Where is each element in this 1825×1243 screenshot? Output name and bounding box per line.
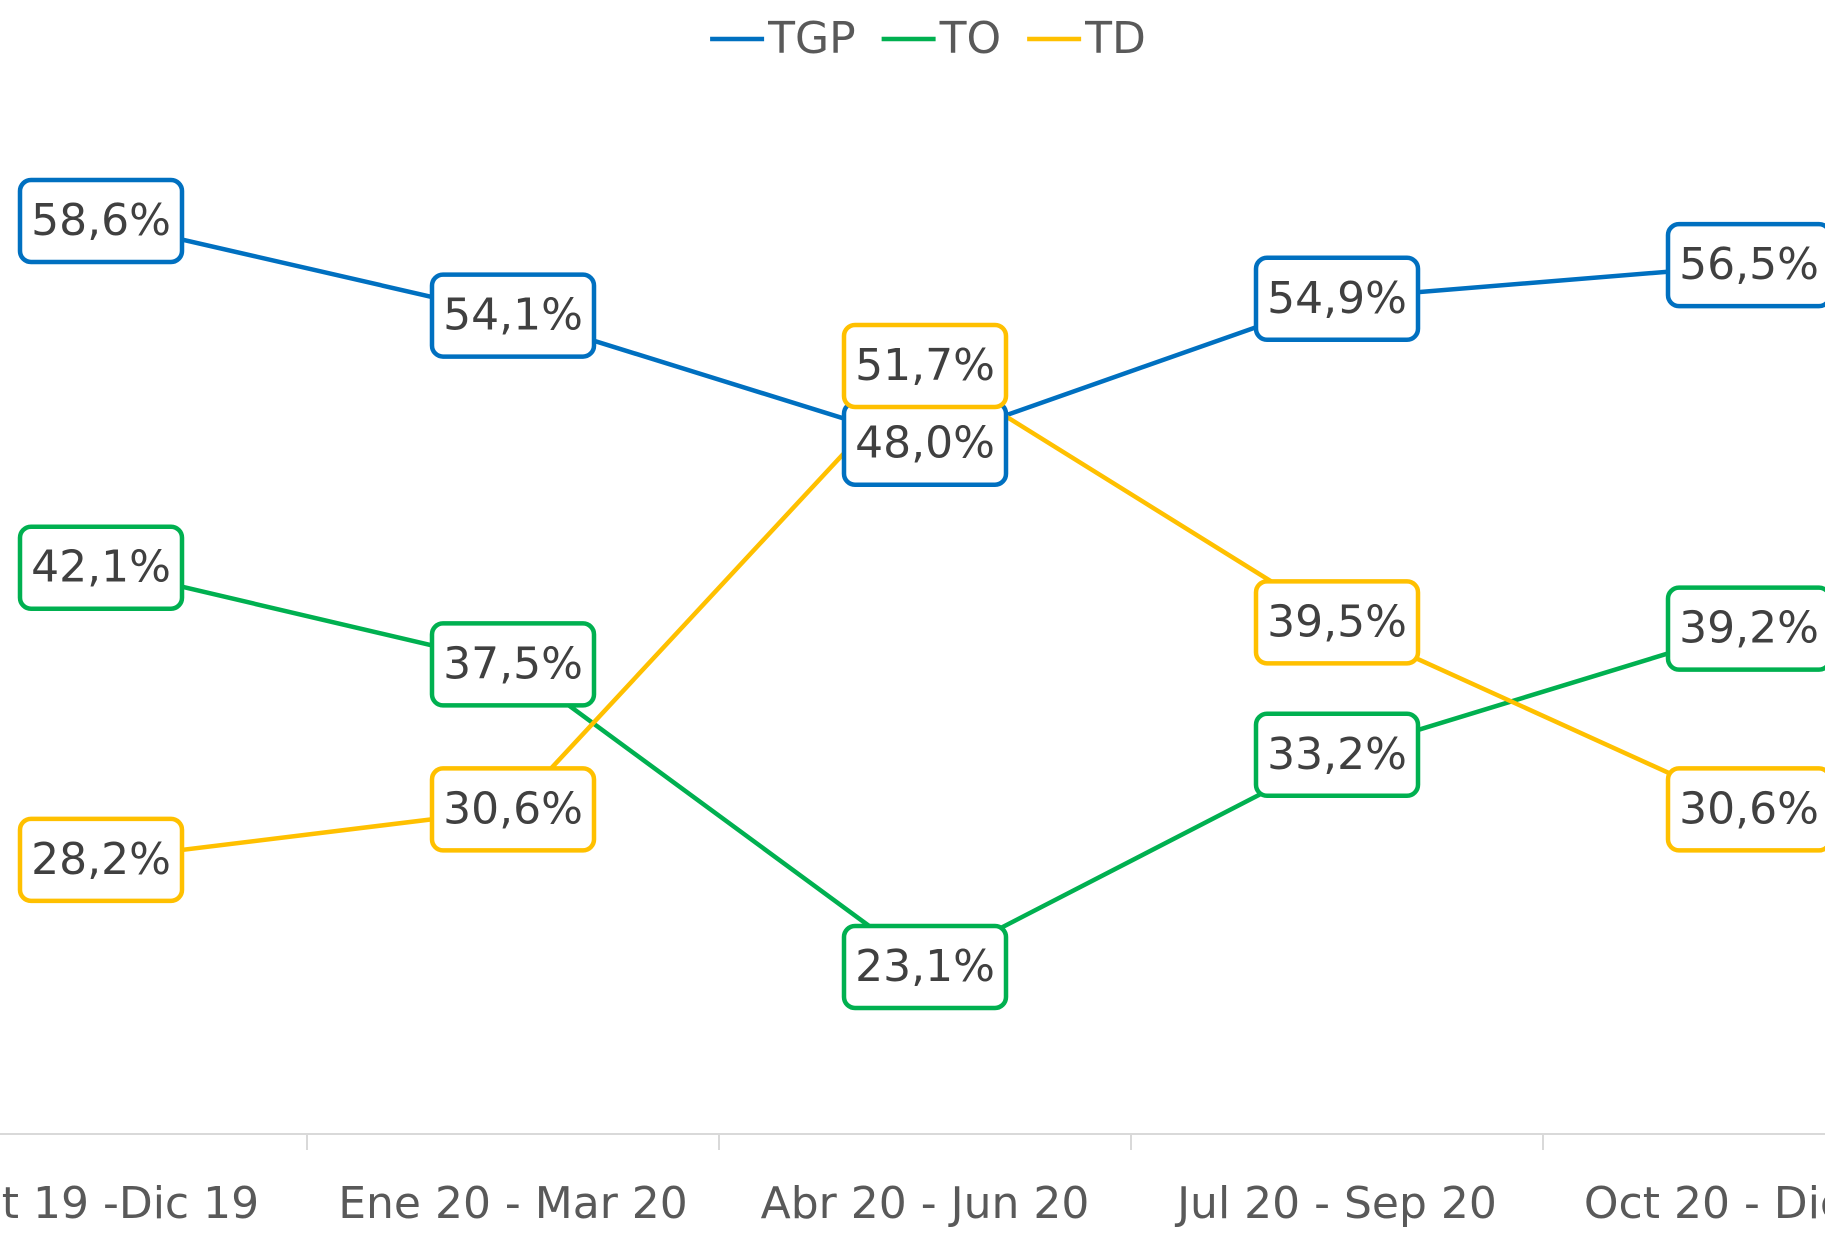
data-label-box <box>1665 221 1825 309</box>
data-label-text: 28,2% <box>31 834 171 885</box>
data-label-box <box>841 322 1009 410</box>
data-label-box <box>1253 579 1421 666</box>
data-label: 58,6% <box>17 177 185 265</box>
data-label: 33,2% <box>1253 711 1421 799</box>
data-label-text: 58,6% <box>31 195 171 246</box>
data-label-box <box>429 272 597 359</box>
data-label: 42,1% <box>17 524 185 611</box>
data-label: 23,1% <box>841 923 1009 1011</box>
data-label: 37,5% <box>429 621 597 708</box>
data-label: 39,2% <box>1665 585 1825 672</box>
data-label: 39,5% <box>1253 579 1421 666</box>
data-label-box <box>841 923 1009 1011</box>
series-line <box>100 565 1750 970</box>
x-tick-label: Oct 19 -Dic 19 <box>0 1178 259 1229</box>
data-labels: 58,6% 54,1% 48,0% 54,9% 56,5% 42,1% 37,5% 23,1%… <box>17 177 1825 1011</box>
data-label: 30,6% <box>1665 766 1825 853</box>
data-label-box <box>1665 585 1825 672</box>
data-label-box <box>429 766 597 853</box>
data-label: 51,7% <box>841 322 1009 410</box>
data-label-text: 42,1% <box>31 542 171 593</box>
data-label-box <box>1253 255 1421 343</box>
data-label: 54,9% <box>1253 255 1421 343</box>
data-label-box <box>17 524 185 611</box>
legend-label: TD <box>1084 13 1146 64</box>
data-label: 54,1% <box>429 272 597 359</box>
legend-item: TO <box>881 13 1002 64</box>
data-label-text: 33,2% <box>1267 729 1407 780</box>
data-label-text: 54,1% <box>443 290 583 341</box>
data-label-text: 23,1% <box>855 941 995 992</box>
legend-label: TGP <box>767 13 856 64</box>
data-label: 56,5% <box>1665 221 1825 309</box>
data-label-text: 56,5% <box>1679 239 1819 290</box>
data-label-text: 30,6% <box>1679 783 1819 834</box>
legend-label: TO <box>939 13 1002 64</box>
x-tick-label: Ene 20 - Mar 20 <box>338 1178 688 1229</box>
x-axis-ticks <box>306 1134 1544 1150</box>
legend-item: TGP <box>710 13 856 64</box>
data-label: 30,6% <box>429 766 597 853</box>
data-label-text: 39,2% <box>1679 603 1819 654</box>
data-label-text: 39,5% <box>1267 596 1407 647</box>
x-tick-label: Abr 20 - Jun 20 <box>761 1178 1090 1229</box>
data-label: 28,2% <box>17 816 185 904</box>
data-label-box <box>17 177 185 265</box>
data-label-text: 51,7% <box>855 340 995 391</box>
data-label-text: 54,9% <box>1267 273 1407 324</box>
data-label-text: 37,5% <box>443 638 583 689</box>
legend: TGP TO TD <box>710 13 1146 64</box>
data-label-text: 30,6% <box>443 783 583 834</box>
x-tick-label: Oct 20 - Dic 20 <box>1584 1178 1825 1229</box>
legend-item: TD <box>1027 13 1146 64</box>
data-label-box <box>1253 711 1421 799</box>
x-tick-label: Jul 20 - Sep 20 <box>1174 1178 1497 1229</box>
data-label-box <box>1665 766 1825 853</box>
data-label-box <box>429 621 597 708</box>
data-label: 48,0% <box>841 400 1009 487</box>
data-label-text: 48,0% <box>855 418 995 469</box>
data-label-box <box>17 816 185 904</box>
x-tick-labels: Oct 19 -Dic 19 Ene 20 - Mar 20 Abr 20 - Ju… <box>0 1178 1825 1229</box>
